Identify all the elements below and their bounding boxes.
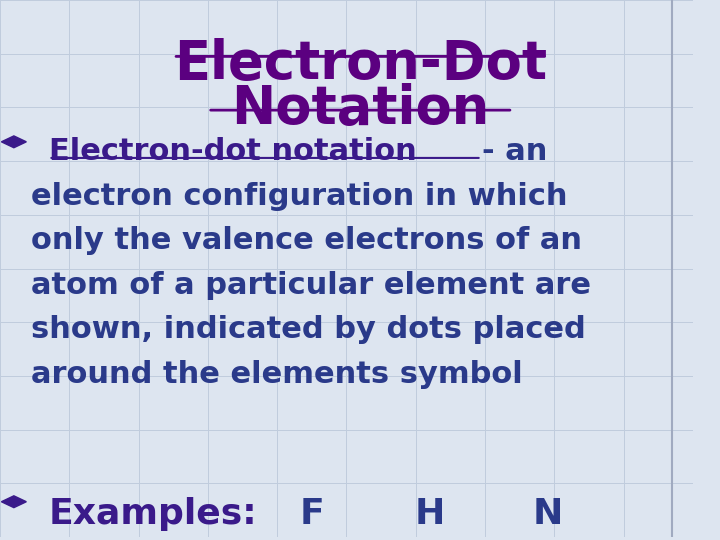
Text: H: H (415, 497, 445, 531)
Text: atom of a particular element are: atom of a particular element are (31, 271, 591, 300)
Text: - an: - an (482, 137, 547, 166)
Text: only the valence electrons of an: only the valence electrons of an (31, 226, 582, 255)
Text: Examples:: Examples: (48, 497, 257, 531)
Text: Notation: Notation (231, 83, 490, 135)
Text: shown, indicated by dots placed: shown, indicated by dots placed (31, 315, 586, 345)
Text: N: N (532, 497, 562, 531)
Polygon shape (1, 496, 27, 508)
Text: Electron-dot notation: Electron-dot notation (48, 137, 416, 166)
Text: Electron-Dot: Electron-Dot (174, 38, 547, 90)
Text: around the elements symbol: around the elements symbol (31, 360, 523, 389)
Polygon shape (1, 136, 27, 148)
Text: F: F (300, 497, 324, 531)
Text: electron configuration in which: electron configuration in which (31, 181, 567, 211)
